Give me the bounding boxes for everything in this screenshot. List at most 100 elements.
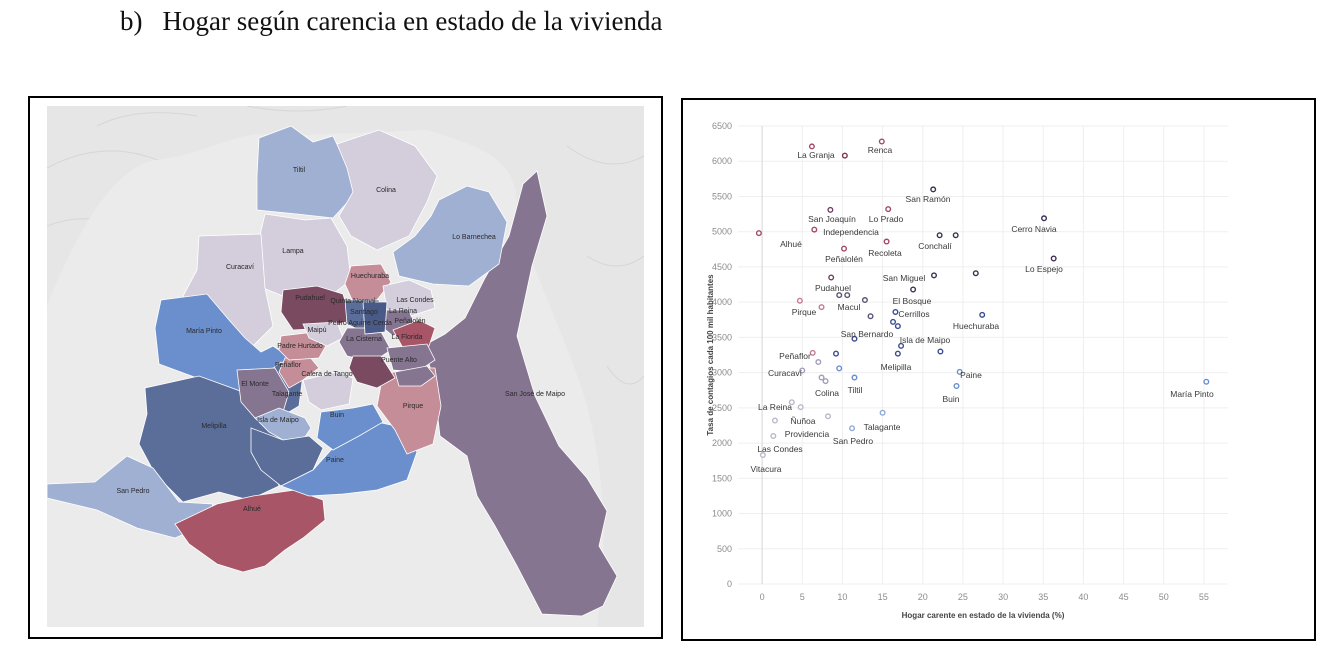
map-label: Colina <box>376 187 396 194</box>
x-tick-label: 55 <box>1199 592 1209 602</box>
data-point <box>827 206 834 213</box>
map-label: Peñalolén <box>394 318 425 325</box>
map-label: Las Condes <box>396 297 434 304</box>
x-tick-label: 0 <box>760 592 765 602</box>
map-label: Paine <box>326 457 344 464</box>
point-label: Cerro Navia <box>1011 224 1057 234</box>
y-tick-label: 5000 <box>712 227 732 237</box>
section-heading: b) Hogar según carencia en estado de la v… <box>120 6 663 37</box>
map-label: Lampa <box>282 248 304 255</box>
region-maipu <box>302 321 344 347</box>
map-label: Melipilla <box>201 423 226 430</box>
data-point <box>832 350 839 357</box>
data-point <box>836 292 843 299</box>
x-axis-title: Hogar carente en estado de la vivienda (… <box>902 611 1065 620</box>
data-point <box>796 297 803 304</box>
y-tick-label: 6500 <box>712 121 732 131</box>
x-tick-label: 20 <box>918 592 928 602</box>
data-point <box>788 399 795 406</box>
data-point <box>1050 255 1057 262</box>
point-label: Independencia <box>823 227 879 237</box>
map-label: Tiltil <box>293 167 306 174</box>
data-point <box>822 378 829 385</box>
map-label: Pirque <box>403 403 423 410</box>
point-label: María Pinto <box>1170 389 1214 399</box>
scatter-panel: 0 500 1000 1500 2000 2500 3000 3500 4000 4500 5000… <box>681 98 1316 641</box>
point-label: Vitacura <box>750 464 781 474</box>
data-point <box>937 348 944 355</box>
x-tick-label: 35 <box>1038 592 1048 602</box>
map-label: La Reina <box>389 308 417 315</box>
y-axis-title: Tasa de contagios cada 100 mil habitante… <box>706 274 715 436</box>
region-puente-alto <box>394 365 436 387</box>
point-label: La Granja <box>797 150 835 160</box>
data-point <box>851 374 858 381</box>
map-label: Quinta Normal <box>330 298 376 305</box>
map-label: Padre Hurtado <box>277 343 323 350</box>
grid-layer <box>738 125 1228 585</box>
region-la-cisterna <box>348 355 396 389</box>
data-point <box>867 313 874 320</box>
map-label: Alhué <box>243 506 261 513</box>
point-label: Isla de Maipo <box>900 335 951 345</box>
x-tick-label: 30 <box>998 592 1008 602</box>
data-point <box>892 309 899 316</box>
map-label: Huechuraba <box>351 273 389 280</box>
map-label: El Monte <box>241 381 269 388</box>
point-label: Conchalí <box>918 241 952 251</box>
x-tick-label: 50 <box>1159 592 1169 602</box>
y-tick-label: 4500 <box>712 262 732 272</box>
point-label: Pudahuel <box>815 283 851 293</box>
map-svg: Tiltil Colina Lampa Curacaví Lo Barneche… <box>47 106 644 627</box>
y-tick-label: 5500 <box>712 191 732 201</box>
region-alhue <box>174 489 326 573</box>
map-label: Buin <box>330 412 344 419</box>
point-label: Colina <box>815 388 839 398</box>
map-label: Puente Alto <box>381 357 417 364</box>
region-buin <box>316 403 384 451</box>
data-point <box>815 359 822 366</box>
point-label: San Bernardo <box>841 329 894 339</box>
map-label: Peñaflor <box>275 362 302 369</box>
data-point <box>952 232 959 239</box>
point-label: San Miguel <box>883 273 926 283</box>
point-label: Recoleta <box>868 248 902 258</box>
section-title: Hogar según carencia en estado de la viv… <box>162 6 663 36</box>
point-label: Lo Prado <box>869 214 904 224</box>
map-label: La Cisterna <box>346 336 382 343</box>
point-label: Lo Espejo <box>1025 264 1063 274</box>
x-tick-label: 40 <box>1078 592 1088 602</box>
data-point <box>1203 378 1210 385</box>
y-tick-label: 1000 <box>712 509 732 519</box>
data-point <box>1041 215 1048 222</box>
point-layer <box>755 138 1210 459</box>
data-point <box>771 417 778 424</box>
data-point <box>894 323 901 330</box>
data-point <box>930 272 937 279</box>
point-label: Cerrillos <box>898 309 929 319</box>
data-point <box>849 425 856 432</box>
point-label: Macul <box>838 302 861 312</box>
point-label: Melipilla <box>881 362 912 372</box>
point-label: Paine <box>960 370 982 380</box>
x-tick-label: 45 <box>1119 592 1129 602</box>
data-point <box>972 270 979 277</box>
data-point <box>841 152 848 159</box>
data-point <box>770 433 777 440</box>
data-point <box>851 335 858 342</box>
region-pudahuel <box>280 285 352 331</box>
x-tick-label: 5 <box>800 592 805 602</box>
region-lo-barnechea <box>392 185 508 287</box>
map-label: Pedro Aguirre Cerda <box>328 320 392 327</box>
data-point <box>898 342 905 349</box>
data-point <box>883 238 890 245</box>
data-point <box>755 230 762 237</box>
data-point <box>885 206 892 213</box>
data-point <box>894 350 901 357</box>
point-label: San Pedro <box>833 436 873 446</box>
data-point <box>836 365 843 372</box>
point-label: San Ramón <box>906 194 951 204</box>
point-label: Ñuñoa <box>790 416 815 426</box>
data-point <box>953 383 960 390</box>
map-label: Talagante <box>272 391 302 398</box>
